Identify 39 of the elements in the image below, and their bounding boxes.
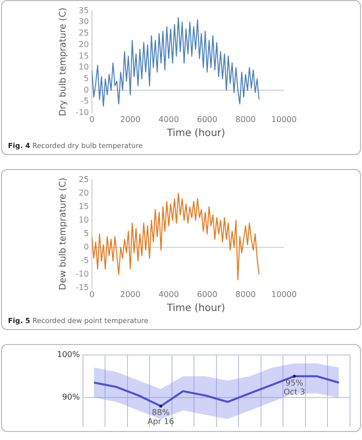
x-tick-label: 8000: [235, 115, 256, 124]
x-tick-label: 6000: [196, 290, 218, 300]
x-tick-label: 4000: [158, 115, 179, 124]
y-tick-label: -5: [80, 96, 89, 106]
x-axis-title: Time (hour): [166, 128, 226, 139]
y-tick-label: 25: [78, 28, 89, 38]
x-tick-label: 10000: [271, 115, 297, 124]
x-tick-label: 2000: [120, 115, 140, 124]
y-tick-label: 90%: [62, 392, 80, 402]
y-tick-label: 100%: [56, 350, 80, 359]
y-tick-label: -5: [80, 256, 89, 266]
y-tick-label: 10: [78, 62, 89, 72]
y-tick-label: -10: [76, 270, 89, 279]
annotation: Apr 16: [148, 417, 174, 426]
y-axis-title: Dew bulb temprature (C): [58, 178, 69, 290]
y-tick-label: 0: [84, 85, 89, 94]
y-tick-label: 0: [84, 242, 89, 252]
y-axis-title: Dry bulb temprature (C): [58, 8, 69, 116]
annotation: 95%: [285, 378, 304, 388]
y-tick-label: -10: [76, 108, 89, 118]
y-tick-label: 15: [78, 202, 89, 211]
y-tick-label: 10: [78, 215, 89, 224]
x-tick-label: 6000: [196, 115, 218, 124]
y-tick-label: 5: [84, 74, 89, 84]
x-tick-label: 2000: [120, 290, 140, 300]
y-tick-label: 20: [78, 40, 89, 49]
y-tick-label: 35: [78, 6, 89, 15]
annotation: 88%: [152, 408, 170, 418]
y-tick-label: 30: [78, 17, 89, 26]
annotation: Oct 3: [284, 387, 306, 396]
x-axis-title: Time (hour): [166, 303, 226, 314]
y-tick-label: 5: [84, 228, 89, 238]
y-tick-label: -15: [76, 283, 89, 292]
x-tick-label: 10000: [271, 290, 297, 300]
x-tick-label: 8000: [235, 290, 256, 300]
y-tick-label: 25: [78, 174, 89, 184]
y-tick-label: 20: [78, 188, 89, 198]
y-tick-label: 15: [78, 51, 89, 60]
x-tick-label: 4000: [158, 290, 179, 300]
